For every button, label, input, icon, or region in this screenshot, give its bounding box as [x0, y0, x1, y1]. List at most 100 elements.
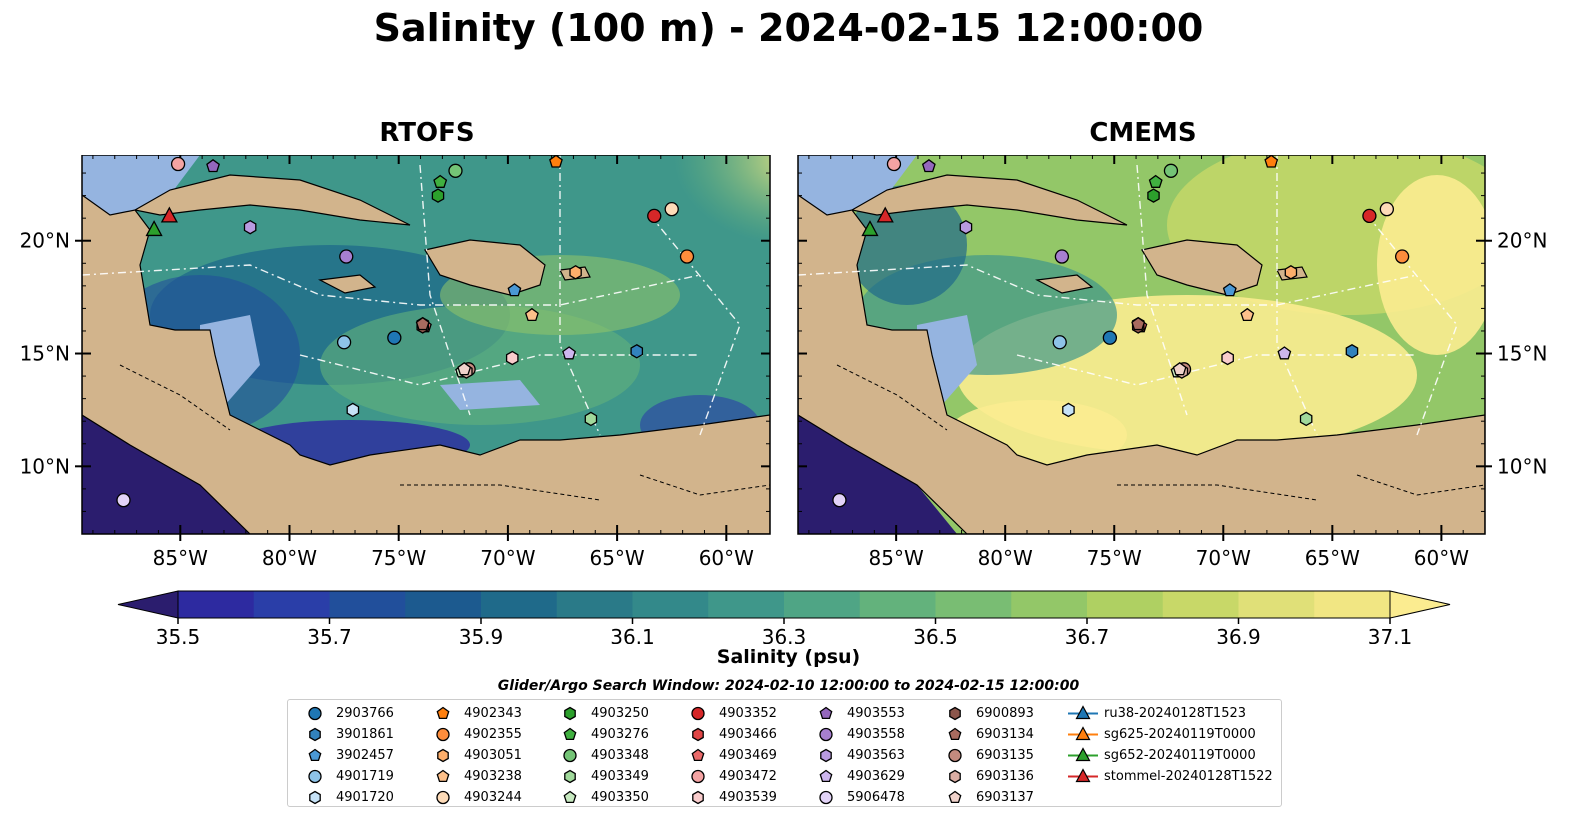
legend-label: sg625-20240119T0000	[1104, 727, 1256, 742]
central-south-america-land	[798, 194, 1485, 534]
legend-marker	[436, 790, 450, 805]
argo-float-3902457[interactable]	[507, 283, 522, 297]
colorbar-tick-label: 36.7	[1065, 625, 1110, 644]
legend-item-5906478: 5906478	[809, 787, 905, 808]
eez-boundaries	[82, 155, 741, 436]
glider-sg652-20240119T0000[interactable]	[145, 220, 163, 237]
argo-float-4903250[interactable]	[431, 188, 445, 203]
argo-float-4903276[interactable]	[1148, 174, 1163, 188]
argo-float-5906478[interactable]	[116, 493, 131, 508]
legend-label: 6900893	[976, 706, 1034, 721]
glider-stommel-20240128T1522[interactable]	[160, 206, 178, 223]
lon-tick-label: 85°W	[869, 546, 924, 570]
legend-label: 2903766	[336, 706, 394, 721]
legend-marker	[564, 769, 576, 784]
circle-marker-icon	[819, 727, 833, 742]
argo-float-6903137[interactable]	[1172, 361, 1187, 376]
glider-stommel-20240128T1522[interactable]	[876, 206, 894, 223]
legend-label: 4903352	[719, 706, 777, 721]
jamaica-land	[1035, 274, 1094, 294]
colorbar-tick-label: 37.1	[1368, 625, 1413, 644]
legend-item-4903553: 4903553	[809, 703, 905, 724]
argo-float-4903276[interactable]	[433, 174, 448, 188]
argo-float-4902343[interactable]	[549, 155, 563, 168]
legend-marker	[692, 727, 704, 742]
float-markers[interactable]	[832, 155, 1410, 508]
legend-label: sg652-20240119T0000	[1104, 748, 1256, 763]
legend-label: 4901720	[336, 790, 394, 805]
argo-float-4902355[interactable]	[679, 249, 695, 264]
argo-float-5906478[interactable]	[832, 493, 847, 508]
triangle-line-marker-icon	[1068, 705, 1098, 720]
lat-tick-label: 20°N	[20, 229, 70, 253]
colorbar-tick-label: 35.5	[156, 625, 201, 644]
argo-float-4903250[interactable]	[1147, 188, 1160, 203]
argo-float-4903472[interactable]	[886, 156, 902, 172]
argo-float-3901861[interactable]	[1345, 344, 1359, 359]
argo-float-4901720[interactable]	[1062, 402, 1075, 418]
legend-label: 4903349	[591, 769, 649, 784]
argo-float-6903137[interactable]	[457, 361, 472, 376]
axis-ticks	[798, 155, 1492, 541]
lon-tick-label: 80°W	[262, 546, 317, 570]
argo-float-2903766[interactable]	[1102, 330, 1118, 345]
argo-float-4903553[interactable]	[921, 158, 936, 173]
argo-float-4903539[interactable]	[505, 350, 519, 366]
argo-float-4903629[interactable]	[1277, 346, 1292, 360]
argo-float-4902355[interactable]	[1394, 249, 1410, 264]
pentagon-marker-icon	[436, 769, 450, 783]
argo-float-4901720[interactable]	[346, 402, 360, 418]
colorbar-tick-label: 36.5	[913, 625, 958, 644]
colorbar-cell	[935, 591, 1012, 618]
argo-float-4903244[interactable]	[1379, 201, 1395, 217]
argo-float-4903238[interactable]	[524, 307, 539, 322]
argo-float-4903553[interactable]	[206, 158, 220, 173]
legend-marker	[308, 706, 322, 721]
argo-float-4903558[interactable]	[339, 249, 354, 264]
lon-tick-label: 80°W	[978, 546, 1033, 570]
argo-float-4903352[interactable]	[1362, 208, 1377, 224]
lat-tick-label: 15°N	[20, 342, 70, 366]
argo-float-4903563[interactable]	[959, 219, 973, 235]
latitude-labels-left: 20°N 15°N 10°N	[20, 229, 70, 479]
argo-float-6903134[interactable]	[415, 316, 430, 331]
colorbar-cell	[556, 591, 633, 618]
argo-float-4903539[interactable]	[1221, 350, 1234, 366]
legend-label: 4903250	[591, 706, 649, 721]
legend-label: 4903563	[847, 748, 905, 763]
argo-float-6903134[interactable]	[1131, 316, 1146, 331]
glider-sg652-20240119T0000[interactable]	[861, 220, 879, 237]
argo-float-4903051[interactable]	[1284, 265, 1298, 280]
argo-float-3902457[interactable]	[1222, 283, 1237, 297]
argo-float-4903238[interactable]	[1240, 307, 1255, 322]
argo-float-4903349[interactable]	[584, 411, 598, 427]
legend-marker	[691, 748, 705, 762]
argo-float-4903349[interactable]	[1299, 411, 1313, 427]
argo-float-4903563[interactable]	[243, 219, 257, 235]
argo-float-4903348[interactable]	[448, 163, 463, 178]
lon-tick-label: 65°W	[1305, 546, 1360, 570]
argo-float-4903558[interactable]	[1054, 249, 1070, 264]
argo-float-4903348[interactable]	[1163, 163, 1179, 178]
argo-float-4901719[interactable]	[336, 335, 352, 350]
legend-item-4903238: 4903238	[426, 766, 522, 787]
argo-float-4902343[interactable]	[1264, 155, 1279, 168]
argo-float-4903352[interactable]	[647, 208, 662, 224]
triangle-line-marker-icon	[1068, 726, 1098, 741]
argo-float-4903051[interactable]	[569, 265, 582, 280]
argo-float-4903629[interactable]	[562, 346, 576, 360]
map-rtofs[interactable]: 85°W 80°W 75°W 70°W 65°W 60°W 20°N 15°N 10°N	[0, 155, 790, 575]
panel-title-rtofs: RTOFS	[379, 118, 475, 148]
legend-label: 5906478	[847, 790, 905, 805]
colorbar-cell	[329, 591, 406, 618]
float-markers[interactable]	[116, 155, 695, 508]
map-cmems[interactable]: 85°W 80°W 75°W 70°W 65°W 60°W 20°N 15°N 10°N	[787, 155, 1577, 575]
colorbar-extend-min	[117, 590, 179, 619]
argo-float-3901861[interactable]	[630, 344, 644, 359]
argo-float-4903472[interactable]	[170, 156, 186, 172]
argo-float-4903244[interactable]	[664, 201, 679, 217]
argo-float-4901719[interactable]	[1052, 335, 1067, 350]
legend-label: 4903348	[591, 748, 649, 763]
country-borders	[836, 364, 1485, 501]
argo-float-2903766[interactable]	[387, 330, 402, 345]
